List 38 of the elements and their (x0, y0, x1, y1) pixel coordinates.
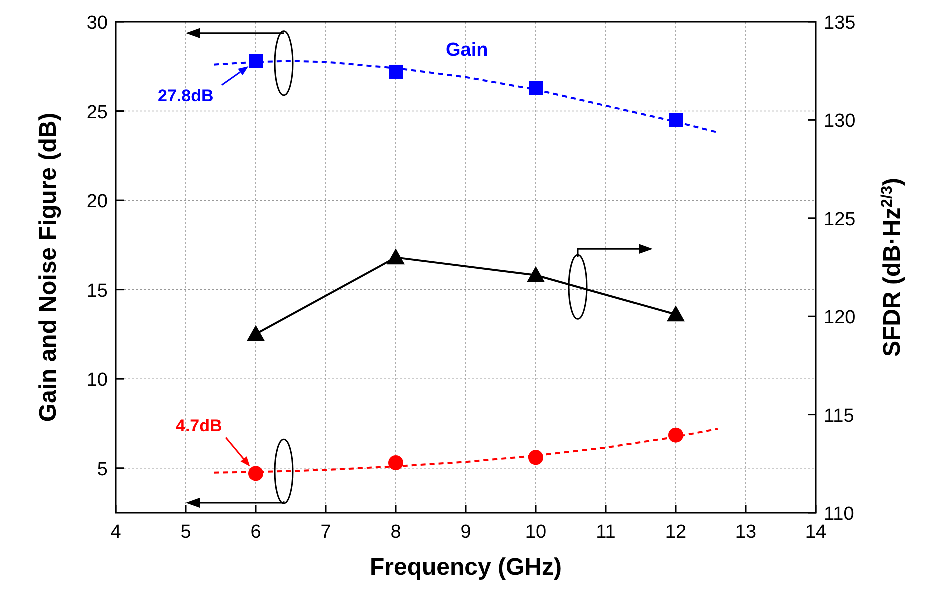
point (247, 325, 265, 342)
y2-tick-label: 125 (824, 209, 856, 230)
x-tick-label: 6 (250, 522, 262, 543)
y-tick-label: 20 (86, 192, 108, 213)
x-tick-label: 4 (110, 522, 122, 543)
point (529, 81, 543, 96)
x-tick-label: 13 (735, 522, 757, 543)
point (527, 266, 545, 282)
x-tick-label: 14 (805, 522, 827, 543)
y-tick-label: 15 (86, 280, 108, 302)
y-tick-label: 25 (86, 102, 108, 124)
point (249, 54, 263, 68)
point (387, 248, 405, 265)
x-tick-label: 10 (525, 522, 547, 543)
x-tick-label: 12 (665, 522, 687, 543)
y2-tick-label: 130 (824, 111, 856, 132)
x-tick-label: 8 (390, 522, 402, 543)
y-tick-label: 5 (97, 459, 108, 480)
x-axis-title: Frequency (GHz) (370, 554, 562, 581)
x-tick-label: 9 (460, 522, 472, 543)
annotation: 4.7dB (176, 416, 222, 436)
point (668, 428, 684, 443)
annotation: 27.8dB (158, 86, 214, 106)
point (669, 113, 683, 128)
y2-tick-label: 110 (824, 504, 854, 525)
point (389, 64, 403, 79)
point (667, 306, 685, 322)
point (388, 456, 404, 471)
y-axis-title: Gain and Noise Figure (dB) (35, 112, 62, 422)
y-tick-label: 30 (86, 13, 108, 34)
text: Gain (446, 40, 488, 61)
y2-tick-label: 120 (824, 308, 856, 329)
x-tick-label: 5 (180, 522, 192, 543)
x-tick-label: 11 (596, 522, 616, 543)
y2-tick-label: 115 (824, 406, 854, 427)
y-tick-label: 10 (86, 370, 108, 392)
x-tick-label: 7 (320, 522, 332, 543)
y2-tick-label: 135 (824, 13, 856, 34)
